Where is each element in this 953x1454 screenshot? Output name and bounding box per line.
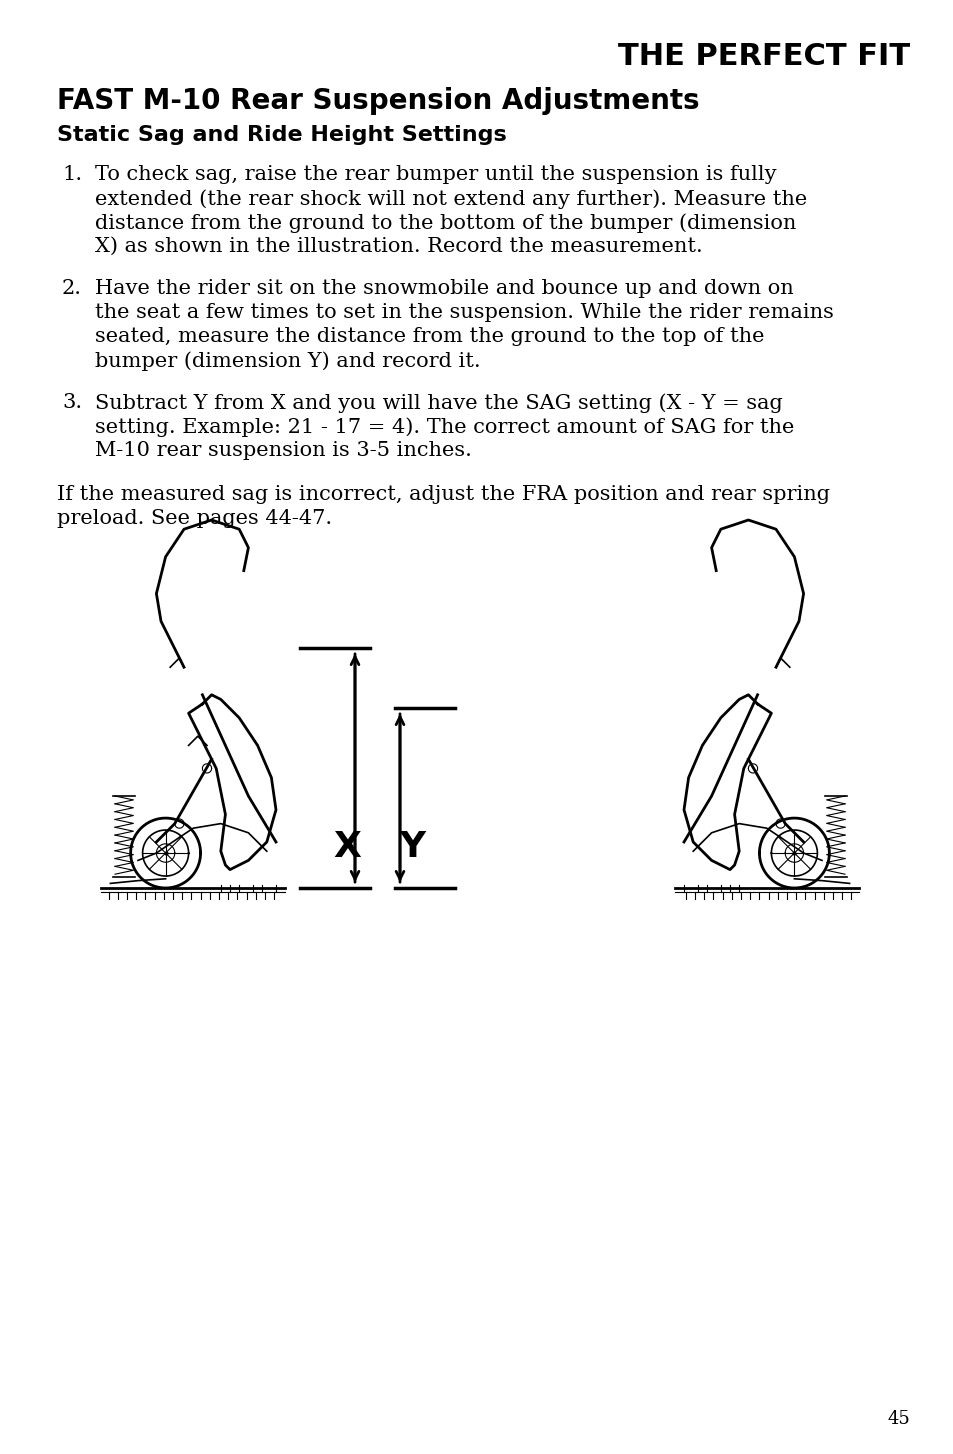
- Text: seated, measure the distance from the ground to the top of the: seated, measure the distance from the gr…: [95, 327, 763, 346]
- Text: M-10 rear suspension is 3-5 inches.: M-10 rear suspension is 3-5 inches.: [95, 441, 472, 459]
- Text: THE PERFECT FIT: THE PERFECT FIT: [618, 42, 909, 71]
- Text: Y: Y: [398, 830, 424, 864]
- Text: extended (the rear shock will not extend any further). Measure the: extended (the rear shock will not extend…: [95, 189, 806, 209]
- Text: 3.: 3.: [62, 393, 82, 411]
- Text: preload. See pages 44-47.: preload. See pages 44-47.: [57, 509, 332, 528]
- Text: Have the rider sit on the snowmobile and bounce up and down on: Have the rider sit on the snowmobile and…: [95, 279, 793, 298]
- Text: 1.: 1.: [62, 164, 82, 185]
- Text: If the measured sag is incorrect, adjust the FRA position and rear spring: If the measured sag is incorrect, adjust…: [57, 486, 829, 505]
- Text: FAST M-10 Rear Suspension Adjustments: FAST M-10 Rear Suspension Adjustments: [57, 87, 699, 115]
- Text: bumper (dimension Y) and record it.: bumper (dimension Y) and record it.: [95, 350, 480, 371]
- Text: Subtract Y from X and you will have the SAG setting (X - Y = sag: Subtract Y from X and you will have the …: [95, 393, 781, 413]
- Text: setting. Example: 21 - 17 = 4). The correct amount of SAG for the: setting. Example: 21 - 17 = 4). The corr…: [95, 417, 794, 436]
- Text: Static Sag and Ride Height Settings: Static Sag and Ride Height Settings: [57, 125, 506, 145]
- Text: distance from the ground to the bottom of the bumper (dimension: distance from the ground to the bottom o…: [95, 212, 796, 233]
- Text: 45: 45: [886, 1410, 909, 1428]
- Text: X) as shown in the illustration. Record the measurement.: X) as shown in the illustration. Record …: [95, 237, 702, 256]
- Text: To check sag, raise the rear bumper until the suspension is fully: To check sag, raise the rear bumper unti…: [95, 164, 776, 185]
- Text: 2.: 2.: [62, 279, 82, 298]
- Text: the seat a few times to set in the suspension. While the rider remains: the seat a few times to set in the suspe…: [95, 302, 833, 321]
- Text: X: X: [333, 830, 360, 864]
